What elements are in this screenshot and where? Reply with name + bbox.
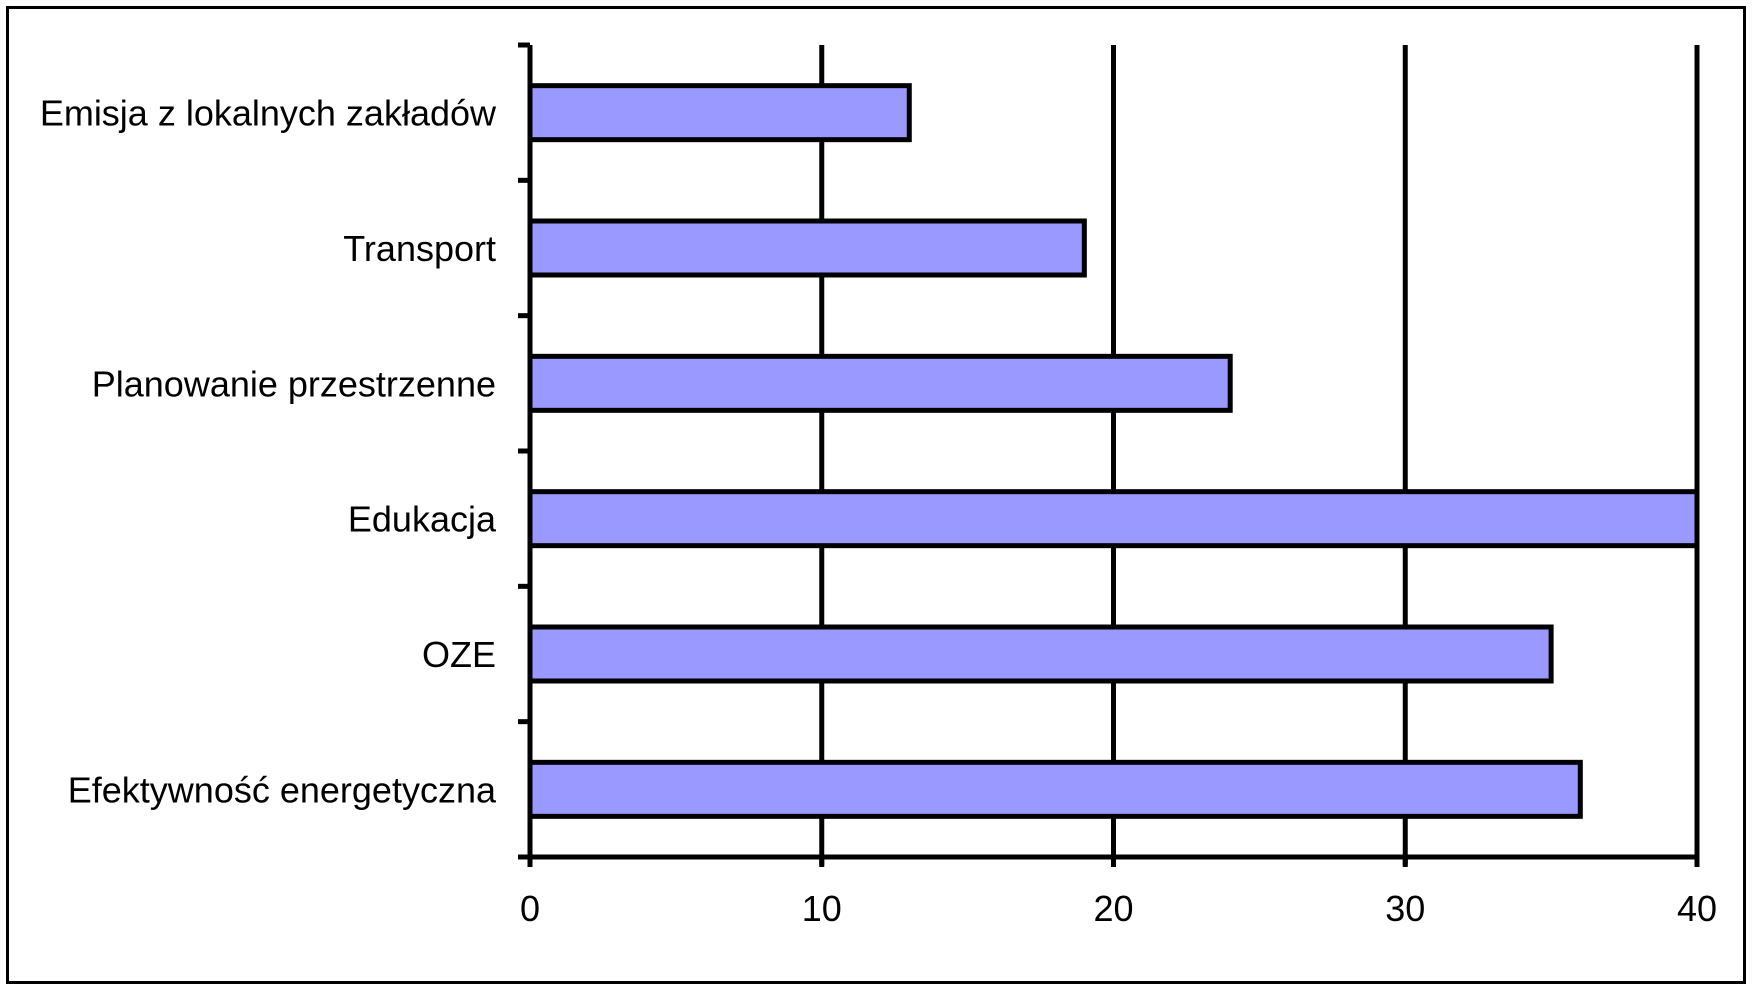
- category-label-6: Efektywność energetyczna: [68, 769, 497, 810]
- category-label-3: Planowanie przestrzenne: [92, 363, 496, 404]
- category-label-5: OZE: [422, 634, 496, 675]
- x-tick-label-30: 30: [1385, 888, 1425, 929]
- bars: [527, 83, 1700, 819]
- x-tick-label-0: 0: [520, 888, 540, 929]
- bar-4: [527, 489, 1700, 549]
- bar-5: [527, 624, 1554, 684]
- x-tick-label-40: 40: [1677, 888, 1717, 929]
- gridlines: [819, 45, 1700, 865]
- category-label-2: Transport: [343, 228, 496, 269]
- bar-2: [527, 218, 1087, 278]
- bar-6: [527, 759, 1583, 819]
- x-tick-label-20: 20: [1093, 888, 1133, 929]
- labels: Emisja z lokalnych zakładów Transport Plan…: [40, 93, 1717, 929]
- axes: [518, 42, 1700, 867]
- bar-1: [527, 83, 912, 143]
- bar-3: [527, 353, 1233, 413]
- category-label-1: Emisja z lokalnych zakładów: [40, 93, 497, 134]
- category-label-4: Edukacja: [348, 499, 497, 540]
- x-tick-label-10: 10: [802, 888, 842, 929]
